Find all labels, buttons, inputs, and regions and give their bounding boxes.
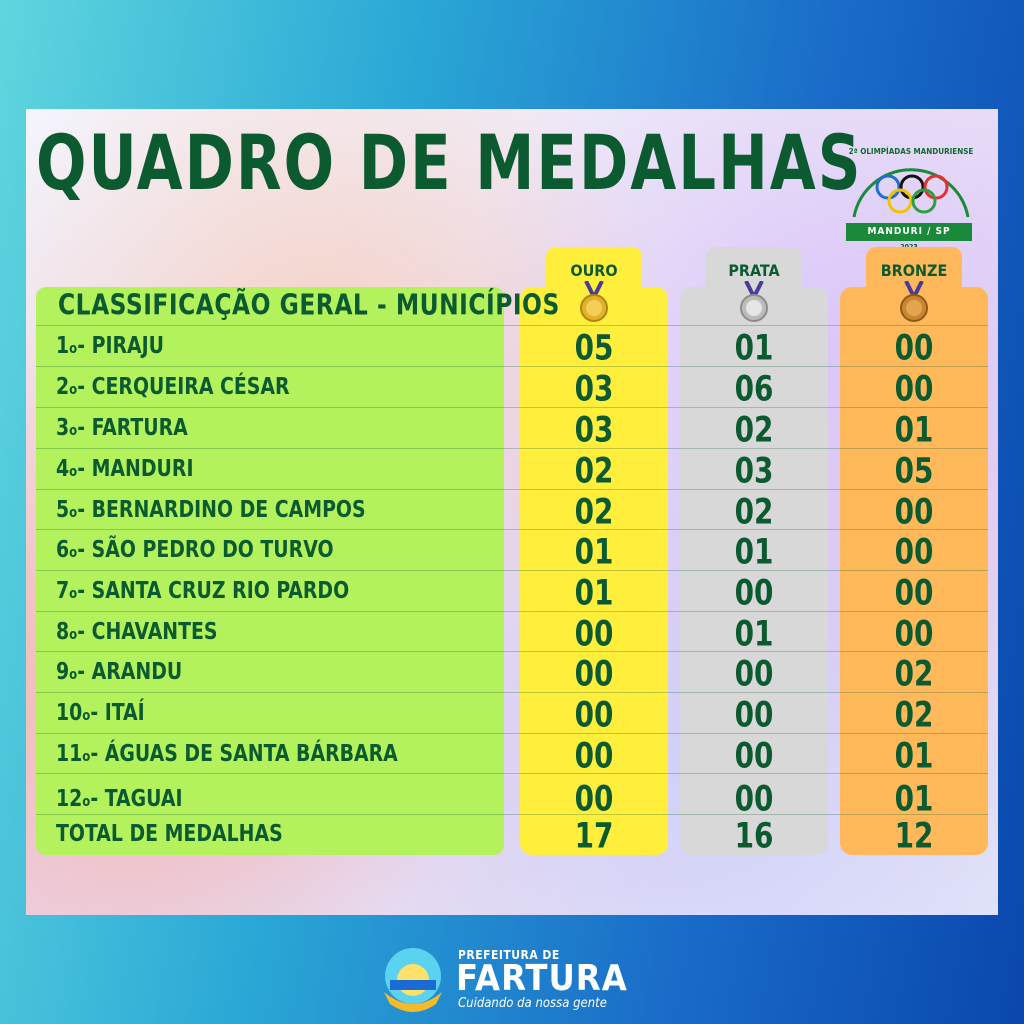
row-divider (36, 407, 988, 408)
bronze-count: 05 (894, 451, 934, 492)
silver-tab (706, 247, 802, 299)
fartura-logo: PREFEITURA DE FARTURA Cuidando da nossa … (378, 944, 648, 1016)
gold-tab (546, 247, 642, 299)
gold-count: 02 (574, 492, 614, 533)
silver-count: 00 (734, 573, 774, 614)
bronze-count: 01 (894, 779, 934, 820)
row-divider (36, 325, 988, 326)
bronze-count: 00 (894, 573, 934, 614)
table-row: 12o- TAGUAI (56, 785, 183, 812)
gold-medal-icon (580, 281, 608, 322)
table-row: 7o- SANTA CRUZ RIO PARDO (56, 577, 350, 604)
gold-column: OURO (520, 247, 668, 855)
gold-count: 03 (574, 369, 614, 410)
silver-count: 01 (734, 532, 774, 573)
gold-count: 05 (574, 328, 614, 369)
silver-header: PRATA (728, 261, 780, 280)
row-divider (36, 366, 988, 367)
table-row: 1o- PIRAJU (56, 332, 165, 359)
silver-count: 00 (734, 736, 774, 777)
page-title: QUADRO DE MEDALHAS (36, 119, 863, 208)
logo-ring-icon (852, 168, 970, 218)
gold-count: 01 (574, 532, 614, 573)
gold-count: 00 (574, 614, 614, 655)
row-divider (36, 448, 988, 449)
table-row: 3o- FARTURA (56, 414, 188, 441)
gold-count: 00 (574, 695, 614, 736)
bronze-count: 00 (894, 328, 934, 369)
silver-count: 02 (734, 410, 774, 451)
row-divider (36, 611, 988, 612)
silver-total: 16 (734, 816, 774, 857)
table-row: 9o- ARANDU (56, 658, 183, 685)
silver-count: 01 (734, 614, 774, 655)
table-row: 5o- BERNARDINO DE CAMPOS (56, 496, 366, 523)
olympics-logo: 2ª OLIMPÍADAS MANDURIENSE MANDURI / SP 2… (836, 139, 986, 259)
medal-board: QUADRO DE MEDALHAS 2ª OLIMPÍADAS MANDURI… (26, 109, 998, 915)
row-divider (36, 733, 988, 734)
table-row: 10o- ITAÍ (56, 699, 145, 726)
bronze-tab (866, 247, 962, 299)
gold-count: 01 (574, 573, 614, 614)
table-header: CLASSIFICAÇÃO GERAL - MUNICÍPIOS (58, 289, 560, 322)
silver-count: 02 (734, 492, 774, 533)
bronze-count: 00 (894, 492, 934, 533)
municipality-panel (36, 287, 504, 855)
gold-count: 00 (574, 654, 614, 695)
gold-count: 00 (574, 736, 614, 777)
table-row: 2o- CERQUEIRA CÉSAR (56, 373, 290, 400)
row-divider (36, 651, 988, 652)
bronze-count: 02 (894, 695, 934, 736)
row-divider (36, 570, 988, 571)
gold-header: OURO (570, 261, 618, 280)
silver-count: 00 (734, 695, 774, 736)
bronze-total: 12 (894, 816, 934, 857)
logo-arc-text: 2ª OLIMPÍADAS MANDURIENSE (848, 147, 974, 156)
bronze-column: BRONZE (840, 247, 988, 855)
row-divider (36, 692, 988, 693)
silver-count: 06 (734, 369, 774, 410)
gold-count: 03 (574, 410, 614, 451)
gold-total: 17 (574, 816, 614, 857)
logo-banner: MANDURI / SP (846, 223, 972, 241)
table-row: 4o- MANDURI (56, 455, 194, 482)
total-row: TOTAL DE MEDALHAS (56, 820, 283, 847)
gold-count: 02 (574, 451, 614, 492)
table-row: 6o- SÃO PEDRO DO TURVO (56, 536, 334, 563)
footer-slogan: Cuidando da nossa gente (458, 996, 607, 1011)
row-divider (36, 489, 988, 490)
gold-count: 00 (574, 779, 614, 820)
silver-medal-icon (740, 281, 768, 322)
silver-count: 00 (734, 654, 774, 695)
bronze-count: 00 (894, 532, 934, 573)
bronze-count: 02 (894, 654, 934, 695)
row-divider (36, 773, 988, 774)
silver-count: 00 (734, 779, 774, 820)
bronze-count: 01 (894, 410, 934, 451)
footer-prefix: PREFEITURA DE (458, 948, 560, 962)
bronze-header: BRONZE (880, 261, 948, 280)
silver-count: 03 (734, 451, 774, 492)
table-row: 11o- ÁGUAS DE SANTA BÁRBARA (56, 740, 398, 767)
sun-hand-icon (384, 948, 442, 1012)
row-divider (36, 529, 988, 530)
silver-column: PRATA (680, 247, 828, 855)
bronze-count: 01 (894, 736, 934, 777)
footer-name: FARTURA (456, 958, 628, 999)
table-row: 8o- CHAVANTES (56, 618, 218, 645)
bronze-medal-icon (900, 281, 928, 322)
bronze-count: 00 (894, 369, 934, 410)
silver-count: 01 (734, 328, 774, 369)
bronze-count: 00 (894, 614, 934, 655)
row-divider (36, 814, 988, 815)
